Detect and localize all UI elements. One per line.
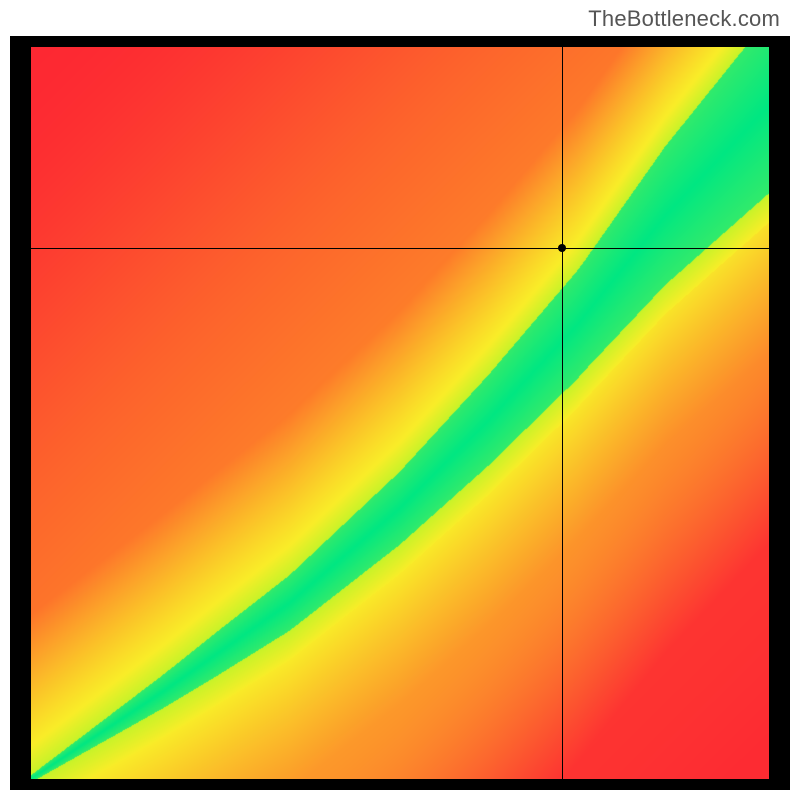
crosshair-vertical: [562, 47, 563, 779]
plot-outer-frame: [10, 36, 790, 790]
watermark-text: TheBottleneck.com: [588, 6, 780, 32]
crosshair-horizontal: [31, 248, 769, 249]
heatmap-canvas: [31, 47, 769, 779]
crosshair-marker-dot: [558, 244, 566, 252]
plot-area: [31, 47, 769, 779]
